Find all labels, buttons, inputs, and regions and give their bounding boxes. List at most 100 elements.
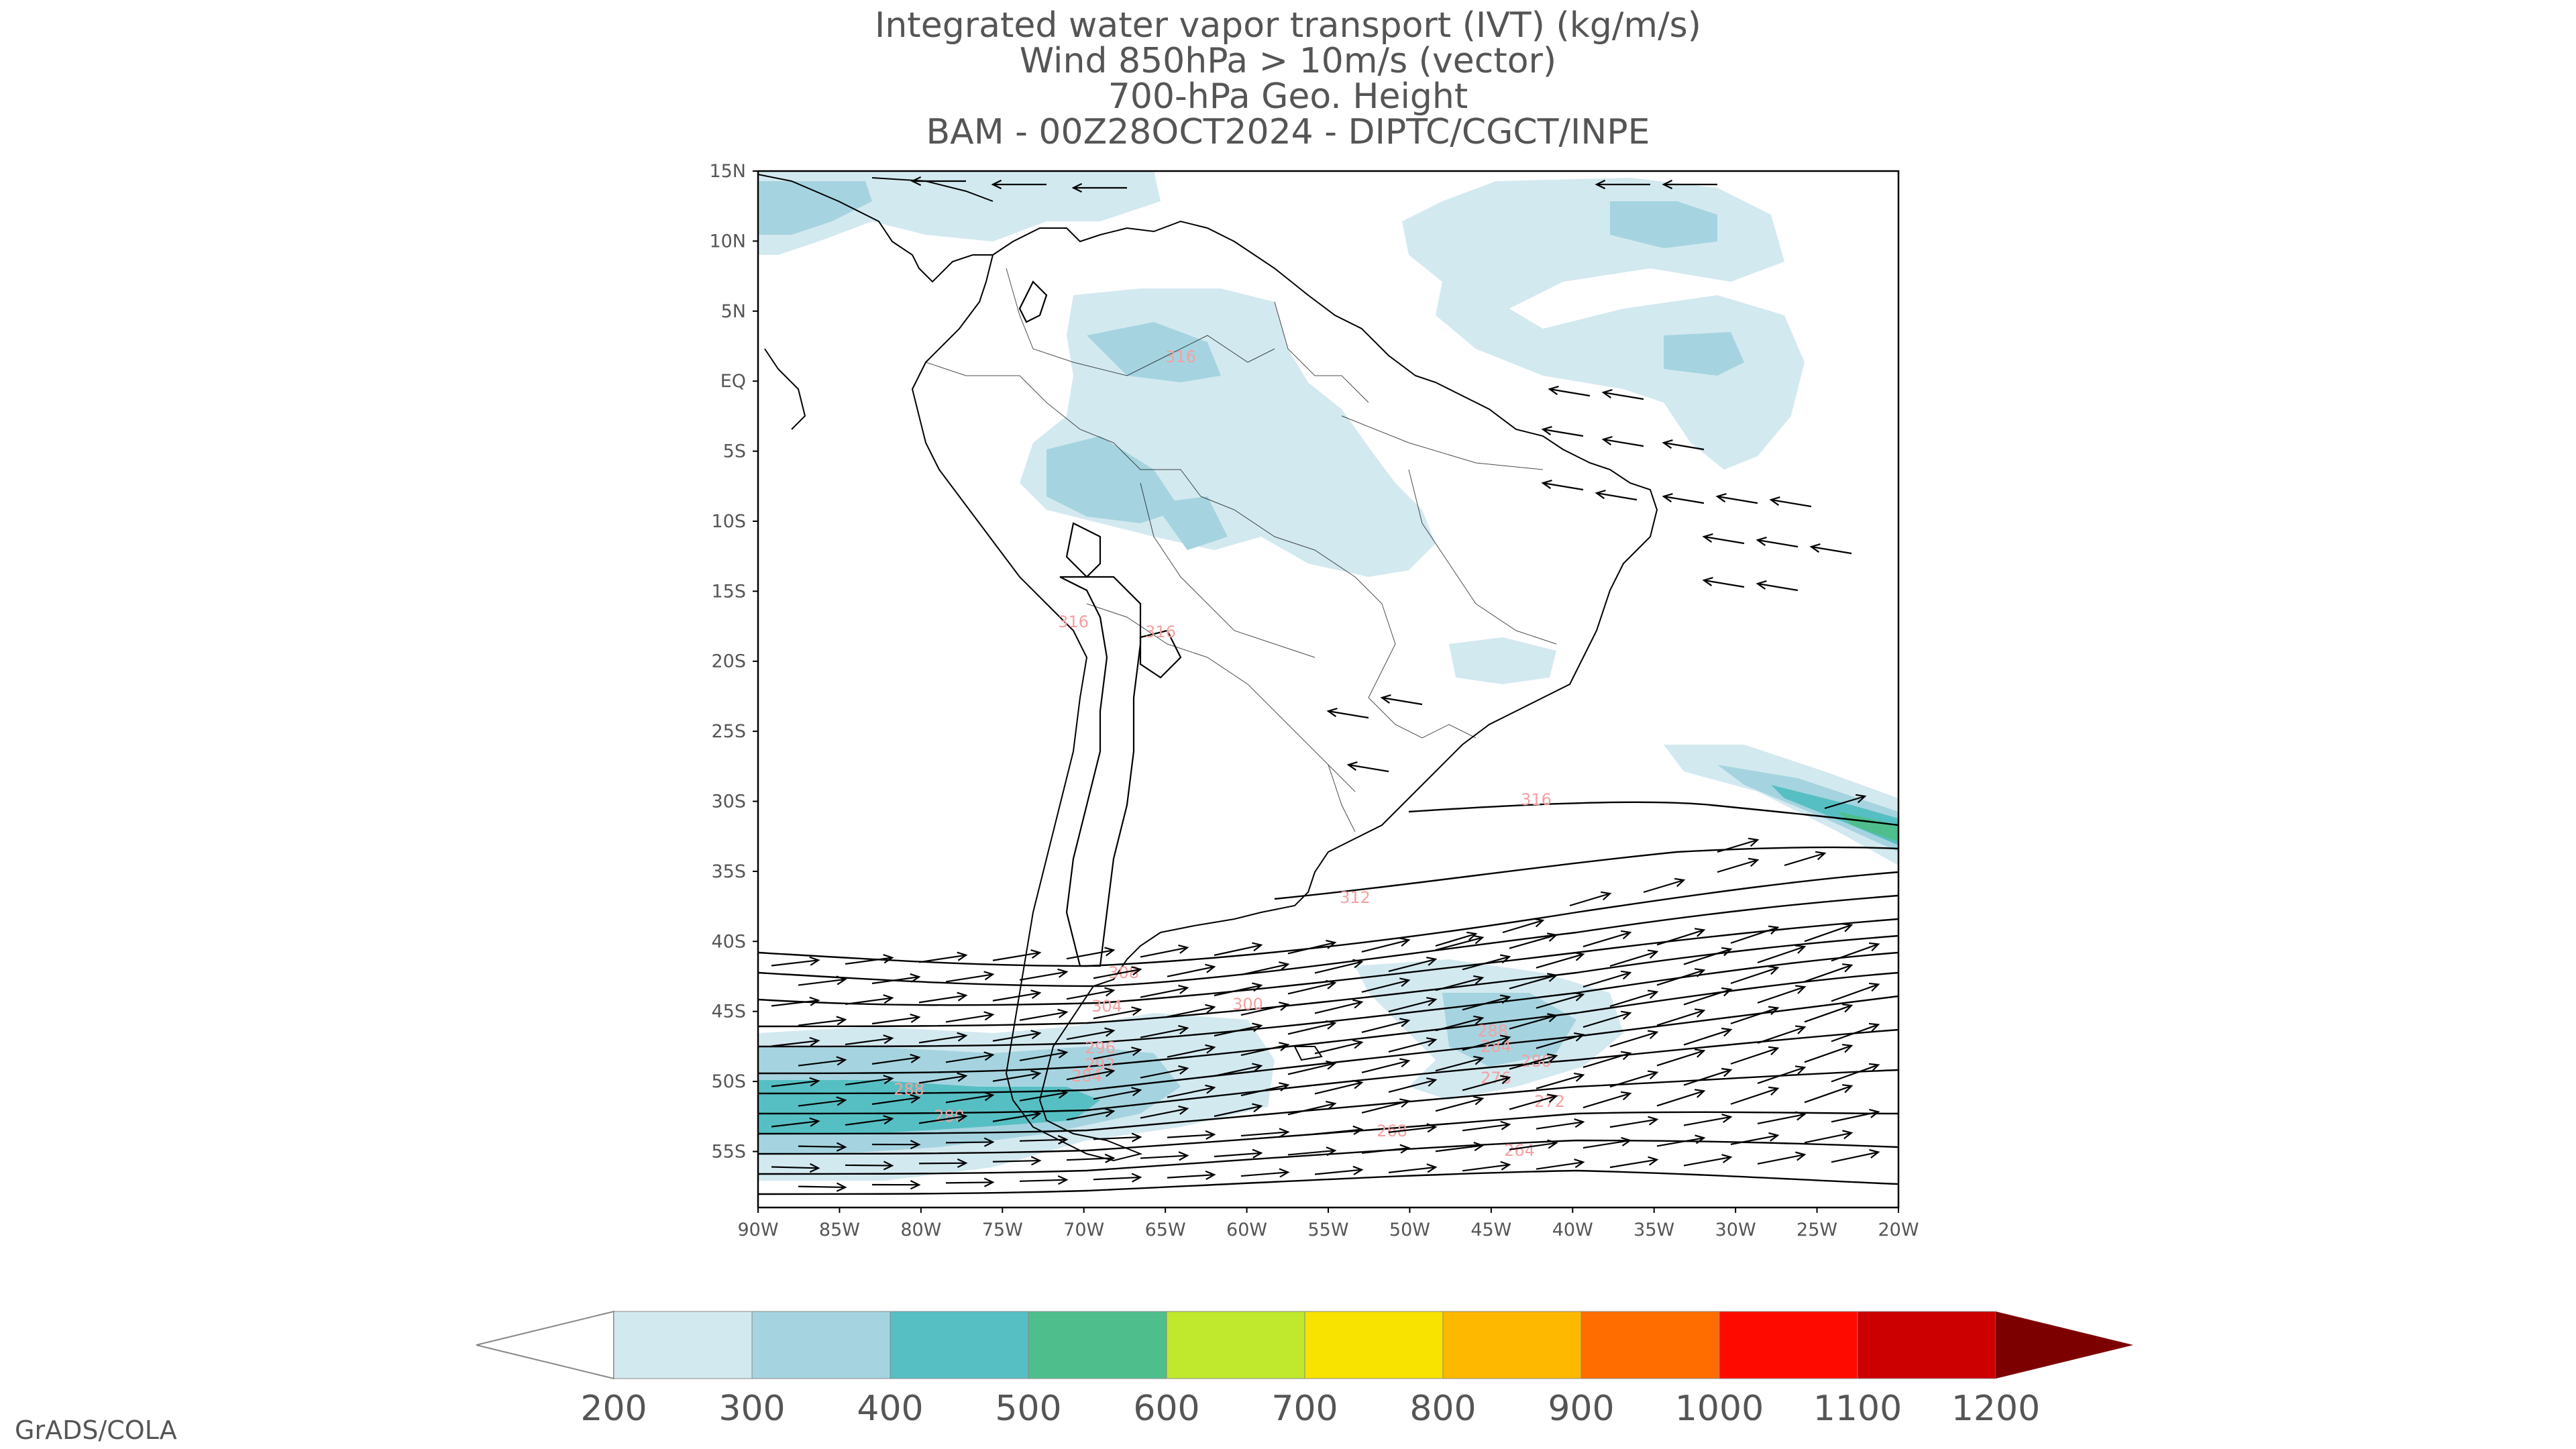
wind-vector: [1240, 1042, 1290, 1057]
wind-vector: [1093, 966, 1142, 979]
wind-vector: [1831, 942, 1880, 962]
colorbar-labels: 200 300 400 500 600 700 800 900 1000 1100 1200: [580, 1389, 2040, 1429]
wind-vector: [1140, 944, 1189, 958]
geopotential-contours: [758, 801, 1898, 1195]
ivt-amazon-300: [1046, 436, 1181, 523]
lat-tick-label: 20S: [712, 651, 747, 672]
wind-vector: [771, 1036, 820, 1047]
wind-vector: [845, 1115, 894, 1126]
wind-vector: [1167, 1044, 1216, 1058]
wind-vector: [1093, 1046, 1142, 1060]
wind-vector: [1756, 580, 1799, 592]
colorbar-label: 800: [1409, 1389, 1476, 1429]
contour-label: 288: [1477, 1022, 1508, 1040]
wind-vector: [945, 971, 995, 983]
colorbar-swatch: [1028, 1311, 1167, 1379]
colorbar-swatch: [1442, 1311, 1582, 1379]
wind-vector: [1435, 1015, 1485, 1032]
lon-tick-label: 75W: [982, 1220, 1023, 1240]
wind-vector: [845, 1034, 894, 1046]
wind-vector: [1240, 1168, 1290, 1178]
colorbar-label: 600: [1133, 1389, 1199, 1429]
wind-vector: [1361, 1018, 1411, 1033]
wind-vector: [1240, 1128, 1290, 1138]
wind-vector: [1831, 1063, 1880, 1083]
wind-vector: [1609, 1030, 1659, 1048]
wind-vector: [1609, 989, 1659, 1008]
wind-vector: [1683, 987, 1733, 1006]
wind-vector: [1683, 1154, 1733, 1167]
wind-vector: [992, 949, 1042, 961]
lon-tick-label: 90W: [737, 1220, 778, 1240]
lat-tick-label: 10S: [712, 511, 747, 532]
wind-vector: [1757, 985, 1807, 1004]
ivt-paraguay: [1449, 637, 1556, 684]
wind-vector: [945, 1137, 995, 1147]
colorbar-label: 200: [580, 1389, 647, 1429]
wind-vector: [1214, 1103, 1263, 1118]
wind-vector: [1019, 1089, 1069, 1102]
contour-label: 316: [1145, 623, 1176, 641]
wind-vector: [1730, 965, 1780, 984]
lat-tick-label: 30S: [712, 792, 747, 812]
wind-vector: [1361, 1098, 1411, 1114]
wind-vector: [798, 975, 847, 986]
wind-vector: [1346, 761, 1389, 773]
wind-vector: [1019, 1134, 1069, 1145]
border-6: [1368, 697, 1477, 739]
wind-vector: [1287, 939, 1337, 955]
colorbar-label: 1000: [1675, 1389, 1764, 1429]
wind-vector: [845, 1161, 894, 1171]
contour-300: [758, 918, 1898, 1006]
contour-296: [758, 934, 1898, 1028]
wind-vector: [1361, 937, 1411, 953]
wind-vector: [1462, 1034, 1511, 1051]
wind-vector: [771, 956, 820, 967]
border-7: [1140, 482, 1316, 658]
colorbar-swatch: [751, 1311, 891, 1379]
contour-label: 316: [1058, 612, 1089, 631]
wind-vector: [945, 1177, 995, 1187]
wind-vector: [771, 1163, 820, 1173]
ivt-atlantic-north-300b: [1664, 332, 1744, 376]
wind-vector: [1240, 1002, 1290, 1016]
wind-vector: [1214, 1148, 1263, 1159]
wind-vector: [1326, 708, 1369, 719]
contour-264: [758, 1169, 1898, 1195]
wind-vector: [1140, 1024, 1189, 1038]
wind-vector: [1287, 979, 1337, 995]
contour-label: 280: [934, 1107, 965, 1126]
wind-vector: [1656, 1134, 1706, 1147]
wind-vector: [1831, 1109, 1880, 1123]
wind-vector: [1509, 973, 1558, 989]
wind-vector: [1730, 925, 1780, 944]
wind-vector: [1536, 1072, 1585, 1089]
ivt-atlantic-north: [1402, 178, 1805, 470]
wind-vector: [1066, 1108, 1116, 1121]
lon-tick-label: 30W: [1715, 1220, 1756, 1240]
contour-label: 316: [1521, 790, 1552, 809]
wind-vector: [1388, 997, 1438, 1012]
wind-vector: [1019, 1049, 1069, 1061]
wind-vector: [1656, 1089, 1706, 1107]
wind-vector: [1314, 999, 1364, 1014]
wind-vector: [1582, 930, 1632, 948]
ivt-south-atlantic-jet: [1664, 745, 1898, 865]
wind-vector: [1214, 1063, 1263, 1077]
wind-vector: [1361, 977, 1411, 993]
wind-vector: [1435, 975, 1485, 991]
wind-vector: [1683, 1027, 1733, 1046]
lat-tick-label: 25S: [712, 721, 747, 742]
wind-vector: [992, 1070, 1042, 1082]
wind-vector: [1167, 963, 1216, 977]
lat-tick-label: 40S: [712, 931, 747, 952]
wind-vector: [1167, 1170, 1216, 1181]
wind-vector: [1769, 496, 1812, 508]
wind-vector: [992, 1110, 1042, 1122]
colorbar-swatch: [1166, 1311, 1305, 1379]
wind-vector: [1730, 1006, 1780, 1024]
cuba-outline: [871, 177, 994, 202]
ivt-amazon-300b: [1087, 322, 1221, 382]
lat-tick-label: 15N: [709, 161, 746, 182]
ivt-south-atlantic-300: [1717, 765, 1898, 852]
